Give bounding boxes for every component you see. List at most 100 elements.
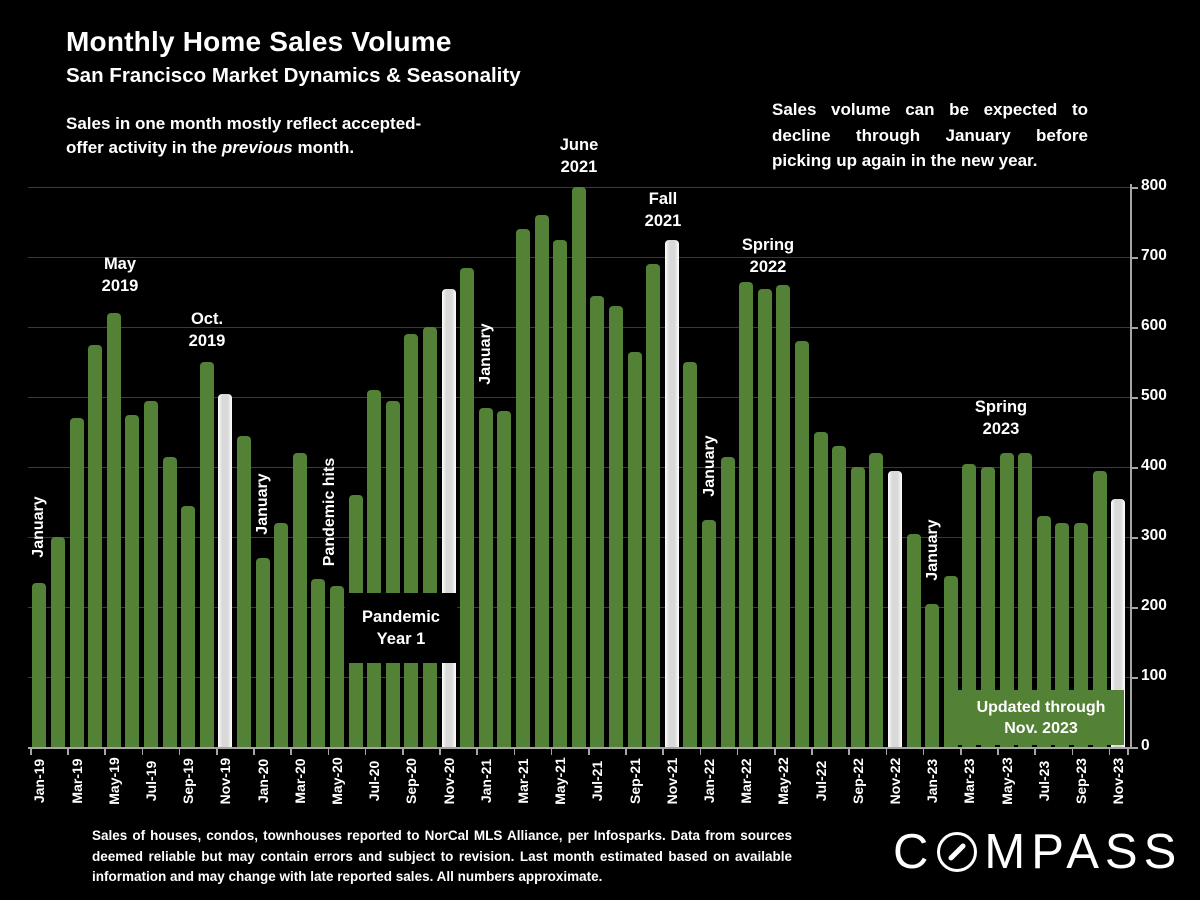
y-tick-label: 500 [1141,387,1167,404]
x-tick-label: Jul-22 [812,760,829,802]
x-tick-label: May-22 [775,757,792,805]
x-axis-tick [30,748,32,755]
x-axis-tick [662,748,664,755]
x-axis-tick [1071,748,1074,755]
bar-feb-22 [720,456,735,747]
updated-through-box: Updated through Nov. 2023 [958,690,1124,745]
x-axis-tick [1034,748,1036,755]
x-axis-tick [699,748,702,755]
compass-needle-icon [947,842,967,862]
bar-oct-19 [199,362,214,747]
x-tick-label: May-23 [998,757,1015,805]
bar-jun-21 [571,187,586,747]
x-axis-tick [922,748,925,755]
x-axis-tick [885,748,888,755]
bar-may-19 [106,313,121,747]
logo-letters-rest: MPASS [984,825,1183,879]
bar-jul-19 [143,400,158,747]
y-axis-tick [1130,747,1138,749]
x-tick-label: Mar-19 [68,758,85,804]
x-axis-tick [513,748,516,755]
updated-through-label: Updated through Nov. 2023 [976,698,1106,737]
bar-oct-20 [422,327,437,747]
x-tick-label: Nov-23 [1110,757,1127,805]
x-tick-label: Sep-23 [1072,758,1089,804]
bar-sep-21 [627,351,642,747]
bar-dec-21 [683,362,698,747]
x-tick-label: May-21 [552,757,569,805]
bar-feb-23 [943,575,958,747]
bar-jun-19 [125,414,140,747]
bar-may-23 [999,453,1014,747]
pandemic-year1-label: Pandemic Year 1 [362,608,440,648]
annotation-fall-2021: Fall 2021 [644,190,682,230]
bar-sep-20 [404,334,419,747]
bar-apr-21 [534,215,549,747]
bar-nov-19 [218,393,233,747]
annotation-spring-2023: Spring 2023 [974,398,1028,438]
x-axis-tick [364,748,367,755]
bar-jan-23 [925,603,940,747]
note-line2-post: month. [292,138,355,157]
x-tick-label: Jul-20 [366,760,383,802]
x-tick-label: Sep-19 [180,758,197,804]
bar-dec-22 [906,533,921,747]
x-tick-label: Jan-21 [477,758,494,804]
x-axis-tick [216,748,218,755]
annotation-june-2021: June 2021 [559,136,599,176]
logo-letter-c: C [893,825,935,879]
x-tick-label: Mar-22 [738,758,755,804]
x-axis-tick [476,748,478,755]
bar-mar-23 [962,463,977,747]
y-axis-tick [1130,607,1138,609]
bar-nov-23 [1111,498,1126,747]
bar-jul-23 [1036,516,1051,747]
bar-dec-20 [460,267,475,747]
x-axis-tick [67,748,69,755]
x-tick-label: May-20 [328,757,345,805]
bar-apr-20 [311,579,326,747]
bar-nov-21 [664,239,679,747]
bar-jul-21 [590,295,605,747]
x-axis-tick [104,748,106,755]
note-line2-pre: offer activity in the [66,138,222,157]
y-tick-label: 300 [1141,527,1167,544]
x-axis-tick [848,748,850,755]
x-tick-label: Nov-19 [217,757,234,805]
bar-jul-22 [813,432,828,747]
x-tick-label: Sep-21 [626,758,643,804]
bar-oct-22 [869,453,884,747]
x-tick-label: Mar-23 [961,758,978,804]
x-tick-label: Jan-22 [700,758,717,804]
bar-may-20 [329,586,344,747]
bar-dec-19 [236,435,251,747]
x-tick-label: Jul-23 [1035,760,1052,802]
annotation-spring-2022: Spring 2022 [741,236,795,276]
bar-jan-22 [701,519,716,747]
annotation-january-2020: January [254,473,271,535]
y-axis-tick [1130,187,1138,189]
page-title: Monthly Home Sales Volume [66,26,452,57]
annotation-pandemic-hits: Pandemic hits [321,457,338,567]
x-tick-label: Sep-22 [849,758,866,804]
annotation-may-2019: May 2019 [101,255,139,295]
bar-jan-20 [255,558,270,747]
annotation-january-2021: January [477,323,494,385]
bar-feb-21 [497,411,512,747]
bar-sep-22 [850,467,865,747]
bar-jul-20 [367,390,382,747]
y-axis-line [1130,184,1132,748]
y-tick-label: 800 [1141,177,1167,194]
bar-feb-20 [274,523,289,747]
x-axis-tick [290,748,292,755]
bar-oct-21 [646,264,661,747]
x-axis-tick [960,748,962,755]
bar-aug-22 [832,446,847,747]
y-tick-label: 200 [1141,597,1167,614]
x-tick-label: Jan-23 [924,758,941,804]
x-axis-tick [736,748,739,755]
bar-may-22 [776,285,791,747]
annotation-january-2022: January [701,435,718,497]
x-axis-tick [774,748,776,755]
